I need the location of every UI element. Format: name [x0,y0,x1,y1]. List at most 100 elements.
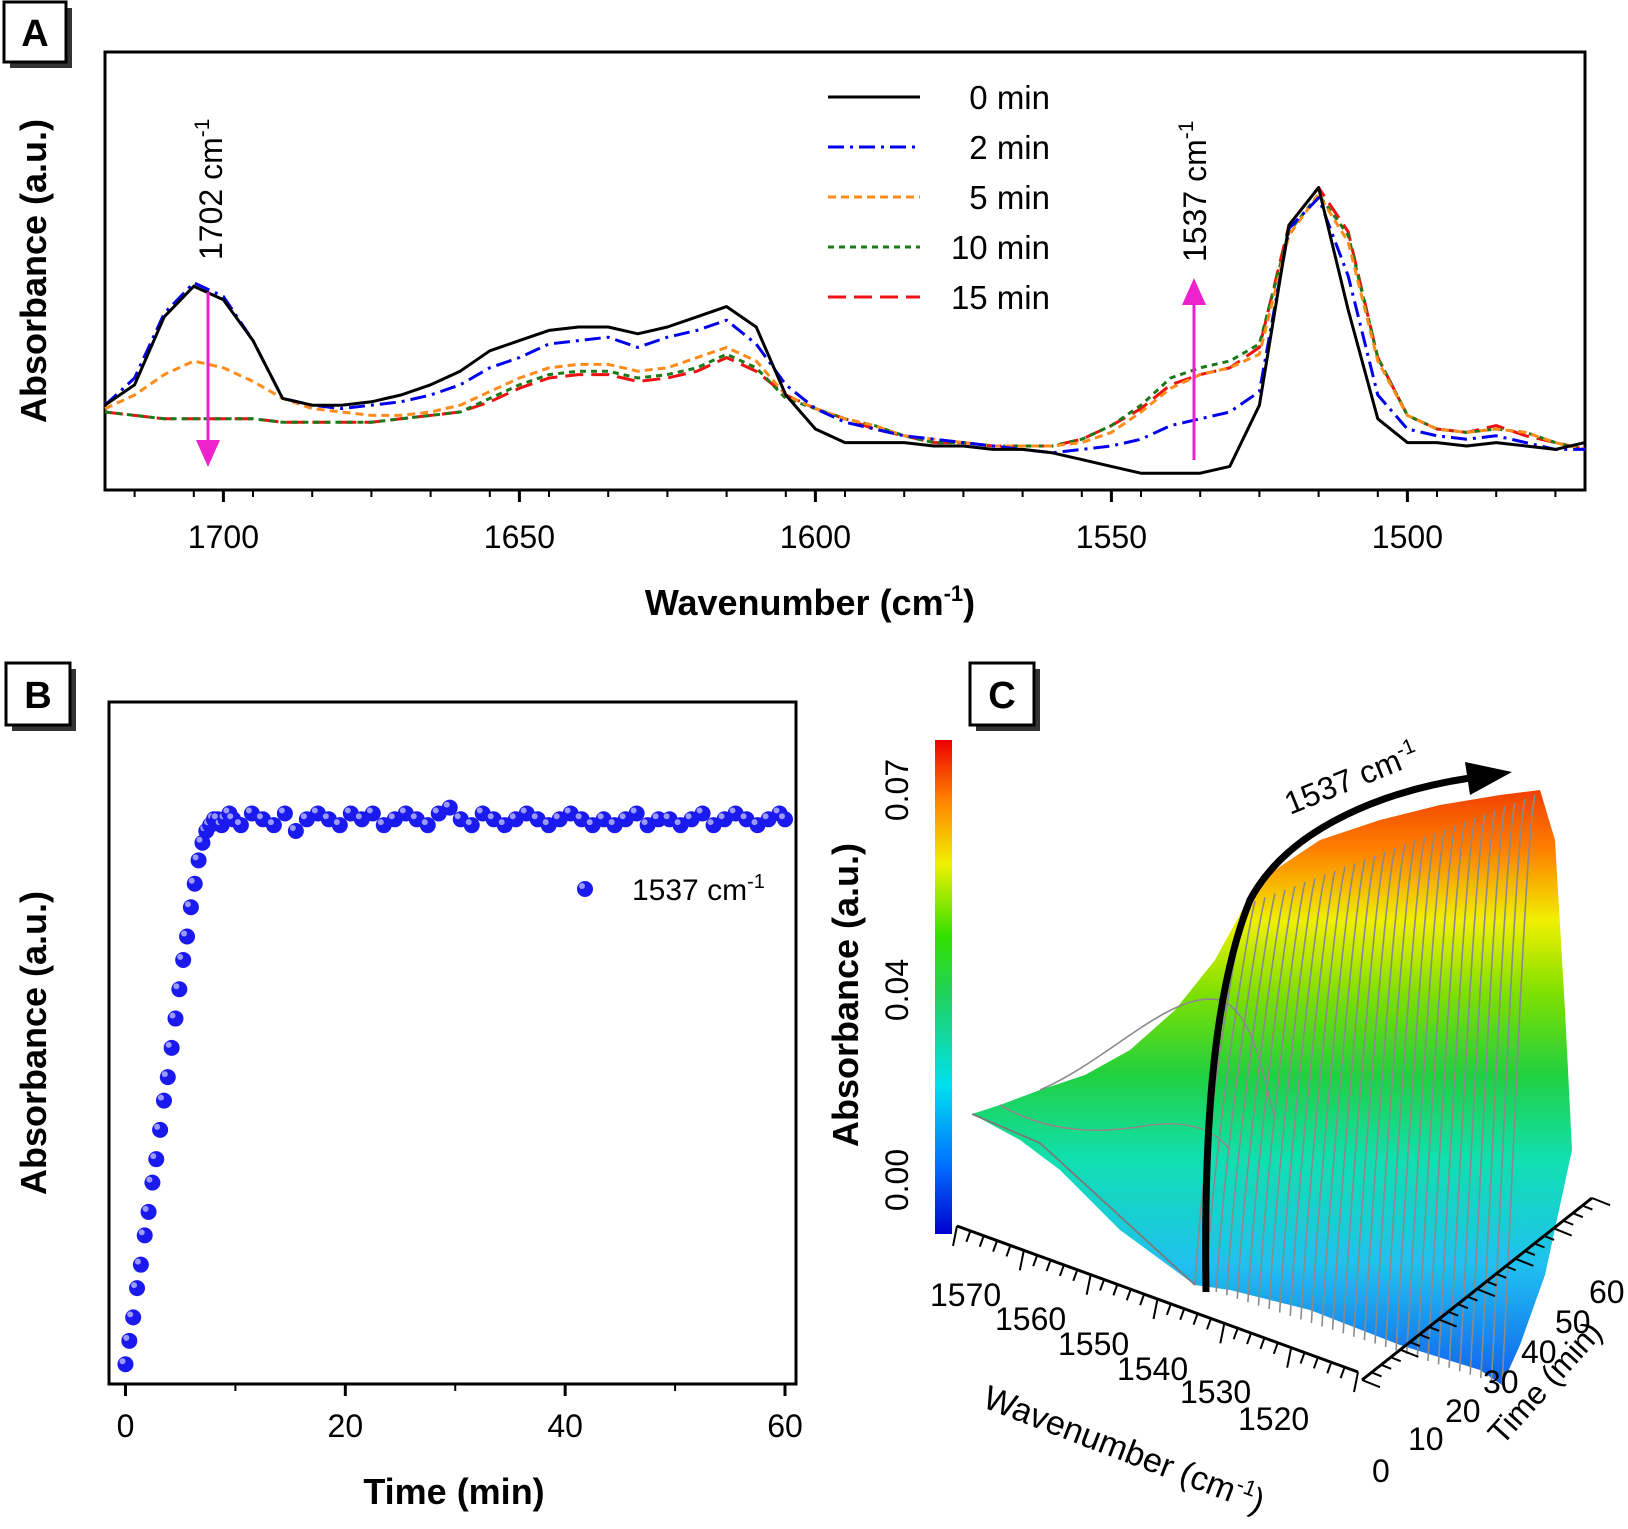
panel-c-y-tick [1486,1280,1497,1287]
panel-b-letter: B [24,675,51,717]
panel-b-point [265,817,282,834]
panel-b-point [144,1174,161,1191]
panel-a-annotation-1537: 1537 cm-1 [1175,121,1213,262]
panel-b-point [121,1332,138,1349]
panel-b-point-highlight [597,813,604,820]
panel-c-x-tick [1206,1318,1212,1330]
panel-b-point-highlight [421,819,428,826]
panel-b-point-highlight [564,807,571,814]
panel-b-point-highlight [211,813,218,820]
panel-b-point [175,951,192,968]
panel-c-ridge-line [1215,897,1266,1292]
panel-c-y-tick-label: 30 [1483,1364,1519,1400]
panel-c-y-tick [1524,1250,1536,1257]
panel-c-y-tick [1562,1219,1574,1226]
panel-c-y-tick [1371,1371,1382,1378]
panel-c-x-tick [1179,1308,1186,1321]
panel-b-point-highlight [531,813,538,820]
panel-c-y-tick [1543,1234,1555,1241]
panel-c-letter-box: C [968,661,1040,731]
panel-c-colorbar-ticks: 0.07 0.04 0.00 [879,759,915,1211]
panel-b-point [155,1092,172,1109]
panel-b-point [125,1309,142,1326]
panel-a-series-group [103,186,1586,475]
panel-c-ridge-line [1310,863,1356,1323]
panel-b-point-highlight [150,1153,157,1160]
panel-b-point-highlight [119,1358,126,1365]
panel-c-x-tick [1099,1279,1105,1291]
panel-c-ridge-line [1257,882,1306,1306]
panel-b-point [129,1280,146,1297]
panel-b-point-highlight [184,901,191,908]
panel-b-point-highlight [454,813,461,820]
legend-label-2min: 2 min [969,129,1050,166]
panel-b-point-highlight [227,813,234,820]
panel-c-surface [972,790,1572,1385]
panel-c-x-tick [1353,1371,1359,1393]
panel-b-point-highlight [333,819,340,826]
panel-c-ridge-line [1278,874,1326,1313]
panel-a-letter: A [21,13,48,55]
panel-b-point [179,928,196,945]
panel-c-y-tick [1505,1265,1517,1272]
panel-c-x-tick [1326,1361,1333,1374]
panel-b-point-highlight [169,1012,176,1019]
panel-c-ridge-line [1321,859,1366,1327]
panel-c-x-tick-label: 1570 [930,1277,1001,1313]
panel-b-x-ticks: 0 20 40 60 [117,1384,803,1444]
legend-label-0min: 0 min [969,79,1050,116]
panel-b-point [287,823,304,840]
panel-b-point-highlight [256,813,263,820]
panel-b-point-highlight [173,983,180,990]
panel-c-x-tick [1272,1342,1279,1355]
panel-c-ridge-line [1405,828,1446,1355]
panel-b-point-highlight [146,1176,153,1183]
panel-b-point [182,899,199,916]
panel-c-x-tick [1339,1366,1346,1379]
panel-a-annotation-1702: 1702 cm-1 [191,119,229,260]
panel-c-y-tick [1582,1204,1593,1211]
colorbar-tick-0.04: 0.04 [879,959,915,1021]
panel-c-ridge-line [1204,901,1256,1289]
panel-c-x-tick [1072,1269,1079,1282]
panel-c-ridge-line [1437,817,1476,1365]
panel-b-point-highlight [465,819,472,826]
panel-b: B 0 20 40 60 Time (min) Absorbance (a.u.) 1… [4,661,803,1512]
panel-b-point [167,1010,184,1027]
panel-c-y-tick [1514,1257,1534,1267]
panel-a-x-tick-label: 1550 [1076,519,1147,555]
panel-c-y-tick-label: 50 [1555,1304,1591,1340]
panel-b-point-highlight [165,1041,172,1048]
panel-c-x-tick-label: 1520 [1238,1401,1309,1437]
panel-c-y-tick [1457,1303,1469,1310]
panel-c-ridge-line [1236,889,1286,1299]
panel-b-point [163,1039,180,1056]
panel-a-plot-frame [103,50,1587,492]
panel-b-point-highlight [388,813,395,820]
panel-b-point-highlight [575,813,582,820]
panel-b-point-highlight [542,819,549,826]
panel-c-y-tick [1467,1295,1478,1302]
panel-c-x-tick [1219,1323,1226,1344]
panel-c-x-tick [1085,1274,1092,1295]
panel-b-point-highlight [138,1229,145,1236]
panel-b-point-highlight [652,813,659,820]
panel-c-x-tick [1286,1347,1293,1368]
panel-c-y-tick [1553,1227,1573,1237]
panel-c-x-tick [1192,1313,1199,1325]
panel-b-point-highlight [553,813,560,820]
panel-b-point [232,817,249,834]
panel-b-point [186,875,203,892]
panel-c-y-tick [1495,1272,1507,1279]
panel-b-point-highlight [696,807,703,814]
panel-b-point-highlight [142,1205,149,1212]
panel-b-point-highlight [366,807,373,814]
panel-b-point [140,1203,157,1220]
panel-c-ridge-line [1448,813,1486,1368]
panel-c-ridge-line [1300,866,1346,1320]
panel-c-x-tick [1165,1303,1172,1316]
panel-c-y-tick [1476,1288,1496,1298]
panel-b-point-highlight [188,877,195,884]
panel-c-x-tick [1058,1264,1065,1277]
panel-b-point-highlight [196,836,203,843]
